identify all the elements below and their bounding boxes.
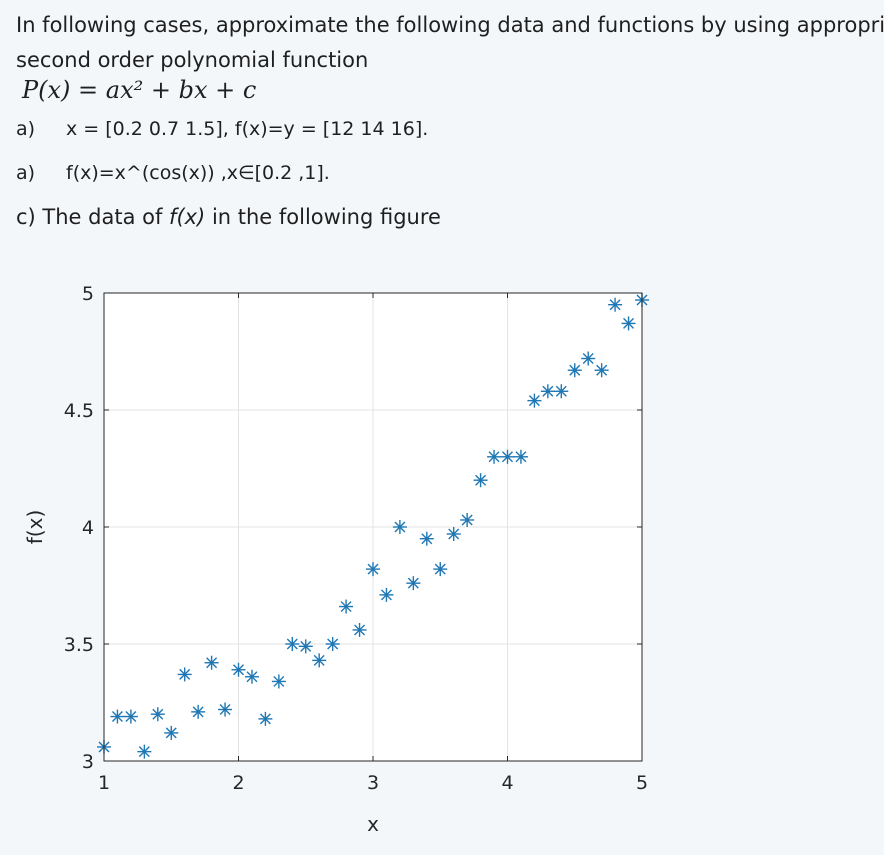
question-intro-line-1: In following cases, approximate the foll… bbox=[16, 13, 884, 37]
item-a-first: a) x = [0.2 0.7 1.5], f(x)=y = [12 14 16]… bbox=[16, 118, 428, 140]
item-a-second: a) f(x)=x^(cos(x)) ,x∈[0.2 ,1]. bbox=[16, 162, 330, 184]
x-tick-label: 3 bbox=[367, 772, 379, 794]
data-point bbox=[406, 576, 421, 591]
x-tick-label: 4 bbox=[501, 772, 513, 794]
data-point bbox=[204, 655, 219, 670]
data-point bbox=[460, 512, 475, 527]
data-point bbox=[285, 637, 300, 651]
data-point bbox=[137, 744, 152, 759]
polynomial-formula: P(x) = ax² + bx + c bbox=[22, 76, 257, 104]
data-point bbox=[298, 639, 313, 654]
data-point bbox=[513, 449, 528, 464]
y-tick-label: 5 bbox=[82, 283, 94, 305]
data-point bbox=[366, 562, 380, 577]
y-tick-label: 4 bbox=[82, 517, 94, 539]
x-tick-label: 2 bbox=[232, 772, 244, 794]
data-point bbox=[191, 704, 206, 719]
data-point bbox=[312, 653, 327, 668]
data-point bbox=[540, 384, 555, 399]
data-point bbox=[433, 562, 448, 577]
data-point bbox=[487, 449, 502, 464]
data-point bbox=[177, 667, 192, 682]
data-point bbox=[554, 384, 569, 399]
axis-ticks: 1 2 3 4 5 3 3.5 4 4.5 5 bbox=[64, 283, 648, 794]
data-point bbox=[392, 520, 407, 534]
item-text: f(x)=x^(cos(x)) ,x∈[0.2 ,1]. bbox=[66, 162, 330, 184]
data-point bbox=[271, 674, 286, 689]
item-c-prefix: c) The data of bbox=[16, 205, 170, 229]
data-point bbox=[473, 473, 488, 488]
item-label: a) bbox=[16, 118, 36, 140]
item-c-fx: f(x) bbox=[169, 205, 206, 229]
data-point bbox=[352, 622, 367, 637]
x-tick-label: 5 bbox=[636, 772, 648, 794]
data-point bbox=[231, 662, 246, 677]
data-point bbox=[419, 531, 434, 546]
data-point bbox=[594, 363, 609, 378]
data-point bbox=[325, 637, 340, 651]
data-point bbox=[608, 297, 623, 312]
data-point bbox=[581, 351, 596, 366]
data-point bbox=[123, 709, 138, 724]
data-point bbox=[446, 527, 461, 542]
y-tick-label: 3 bbox=[82, 751, 94, 773]
data-point bbox=[339, 599, 354, 614]
data-point bbox=[244, 669, 259, 684]
data-point bbox=[110, 709, 125, 724]
item-label: a) bbox=[16, 162, 36, 184]
data-point bbox=[567, 363, 582, 378]
data-point bbox=[150, 707, 165, 722]
item-c: c) The data of f(x) in the following fig… bbox=[16, 205, 441, 229]
x-axis-label: x bbox=[367, 812, 379, 836]
item-c-suffix: in the following figure bbox=[205, 205, 441, 229]
data-point bbox=[258, 711, 273, 726]
y-tick-label: 4.5 bbox=[64, 400, 94, 422]
x-tick-label: 1 bbox=[98, 772, 110, 794]
data-point bbox=[379, 587, 394, 602]
item-text: x = [0.2 0.7 1.5], f(x)=y = [12 14 16]. bbox=[66, 118, 429, 140]
data-point bbox=[164, 725, 179, 740]
y-tick-label: 3.5 bbox=[64, 634, 94, 656]
data-point bbox=[527, 393, 542, 408]
scatter-chart: 1 2 3 4 5 3 3.5 4 4.5 5 x f(x) bbox=[23, 283, 649, 836]
data-point bbox=[218, 702, 233, 717]
data-points bbox=[97, 293, 649, 759]
question-intro-line-2: second order polynomial function bbox=[16, 48, 369, 72]
y-axis-label: f(x) bbox=[23, 510, 47, 544]
data-point bbox=[621, 316, 636, 331]
data-point bbox=[500, 449, 515, 464]
